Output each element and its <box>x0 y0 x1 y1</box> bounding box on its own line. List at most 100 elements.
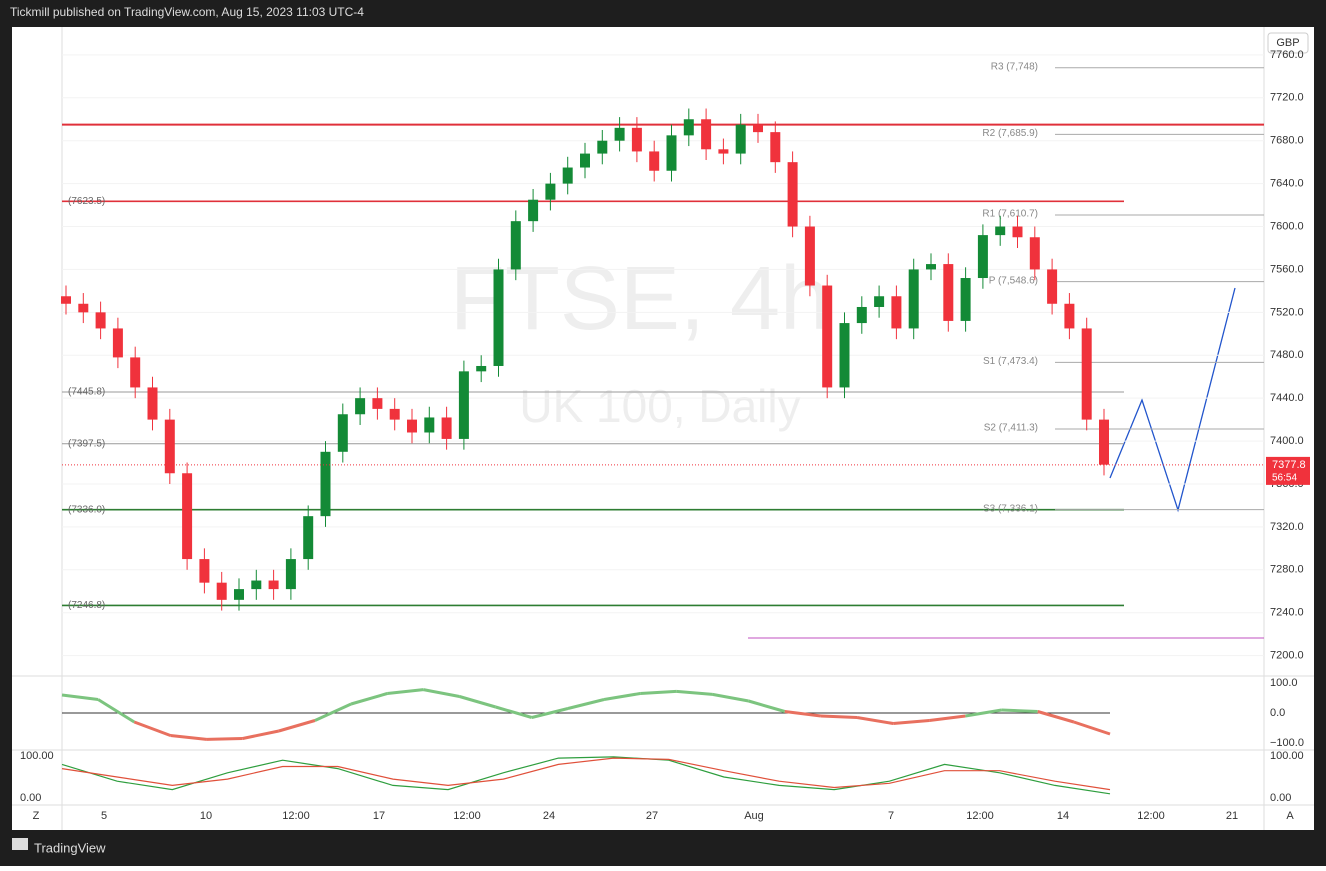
x-tick-label: 10 <box>200 810 212 822</box>
candle-body <box>476 365 487 372</box>
candle-body <box>597 140 608 154</box>
candle-body <box>389 408 400 420</box>
candle-body <box>355 398 366 415</box>
pivot-label: R2 (7,685.9) <box>982 128 1038 139</box>
y-tick-label: 7320.0 <box>1270 521 1304 533</box>
level-label: (7336.0) <box>68 504 105 515</box>
candle-body <box>683 119 694 136</box>
level-label: (7397.5) <box>68 438 105 449</box>
x-tick-label: 12:00 <box>1137 810 1165 822</box>
candle-body <box>631 127 642 152</box>
x-tick-label: 12:00 <box>453 810 481 822</box>
ind1-segment <box>893 719 930 725</box>
candle-body <box>130 357 141 388</box>
level-label: (7623.5) <box>68 196 105 207</box>
pivot-label: P (7,548.6) <box>989 275 1038 286</box>
watermark: FTSE, 4h <box>450 249 830 349</box>
x-tick-label: 7 <box>888 810 894 822</box>
ind1-tick-label: 0.0 <box>1270 707 1285 719</box>
candle-body <box>199 559 210 583</box>
candle-body <box>908 269 919 329</box>
ind1-segment <box>350 692 388 706</box>
candle-body <box>61 296 71 304</box>
pivot-label: S3 (7,336.1) <box>983 503 1038 514</box>
level-label: (7445.8) <box>68 387 105 398</box>
candle-body <box>614 127 625 141</box>
candle-body <box>960 278 971 321</box>
candle-body <box>649 151 660 171</box>
pivot-label: R1 (7,610.7) <box>982 209 1038 220</box>
candle-body <box>407 419 417 433</box>
ind1-segment <box>676 689 713 696</box>
x-tick-label: Aug <box>744 810 764 822</box>
candle-body <box>562 167 573 184</box>
ind1-segment <box>965 708 1002 718</box>
ind1-tick-label: −100.0 <box>1270 737 1304 749</box>
last-price-box <box>1266 456 1310 485</box>
ind2-tick-label: 0.00 <box>1270 792 1291 804</box>
x-tick-label: 12:00 <box>282 810 310 822</box>
y-tick-label: 7640.0 <box>1270 178 1304 190</box>
ind1-segment <box>242 729 280 740</box>
candle-body <box>78 303 89 313</box>
ind1-segment <box>784 710 822 718</box>
candle-body <box>926 264 936 270</box>
candle-body <box>1047 269 1058 304</box>
y-tick-label: 7240.0 <box>1270 607 1304 619</box>
x-tick-label: 17 <box>373 810 385 822</box>
ind1-segment <box>61 693 99 701</box>
projection <box>1109 287 1236 513</box>
candle-body <box>580 153 590 168</box>
candle-body <box>182 473 193 560</box>
y-tick-label: 7720.0 <box>1270 92 1304 104</box>
candle-body <box>718 149 729 154</box>
y-tick-label: 7280.0 <box>1270 564 1304 576</box>
candle-body <box>1029 237 1040 270</box>
ind1-segment <box>929 714 966 722</box>
countdown: 56:54 <box>1272 473 1297 484</box>
candle-body <box>874 296 885 307</box>
ind1-segment <box>1001 708 1038 713</box>
candle-body <box>268 580 279 590</box>
candle-body <box>977 235 988 279</box>
candle-body <box>822 285 833 388</box>
candle-body <box>458 371 469 439</box>
candle-body <box>424 417 435 433</box>
ind2-tick-label: 100.00 <box>1270 750 1304 762</box>
pivot-label: R3 (7,748) <box>991 61 1038 72</box>
ind1-segment <box>748 699 786 713</box>
candle-body <box>753 124 763 133</box>
candle-body <box>216 582 227 600</box>
candle-body <box>164 419 175 474</box>
candle-body <box>441 417 452 439</box>
scale-button[interactable]: A <box>1286 810 1294 822</box>
currency-button[interactable] <box>1267 32 1309 54</box>
candle-body <box>839 323 850 388</box>
candle-body <box>770 132 781 163</box>
y-tick-label: 7600.0 <box>1270 220 1304 232</box>
y-tick-label: 7480.0 <box>1270 349 1304 361</box>
ind1-segment <box>387 688 424 695</box>
candle-body <box>735 124 746 154</box>
currency[interactable]: GBP <box>1276 37 1299 49</box>
candle-body <box>1012 226 1023 238</box>
candle-body <box>147 387 158 420</box>
ind1-tick-label: 100.0 <box>1270 677 1298 689</box>
ind1-segment <box>712 692 749 703</box>
candle-body <box>943 264 954 321</box>
ind1-segment <box>856 716 894 725</box>
ind2-tick-label-left: 0.00 <box>20 792 41 804</box>
candle-body <box>320 451 331 517</box>
ind2-line <box>61 756 1111 795</box>
candle-body <box>1081 328 1092 420</box>
scale-button[interactable]: Z <box>33 810 40 822</box>
candle-body <box>804 226 815 286</box>
candle-body <box>234 589 244 600</box>
y-tick-label: 7760.0 <box>1270 49 1304 61</box>
candle-body <box>510 221 521 270</box>
x-tick-label: 12:00 <box>966 810 994 822</box>
ind1-segment <box>820 714 858 719</box>
ind1-segment <box>206 737 243 741</box>
ind1-segment <box>170 734 207 741</box>
